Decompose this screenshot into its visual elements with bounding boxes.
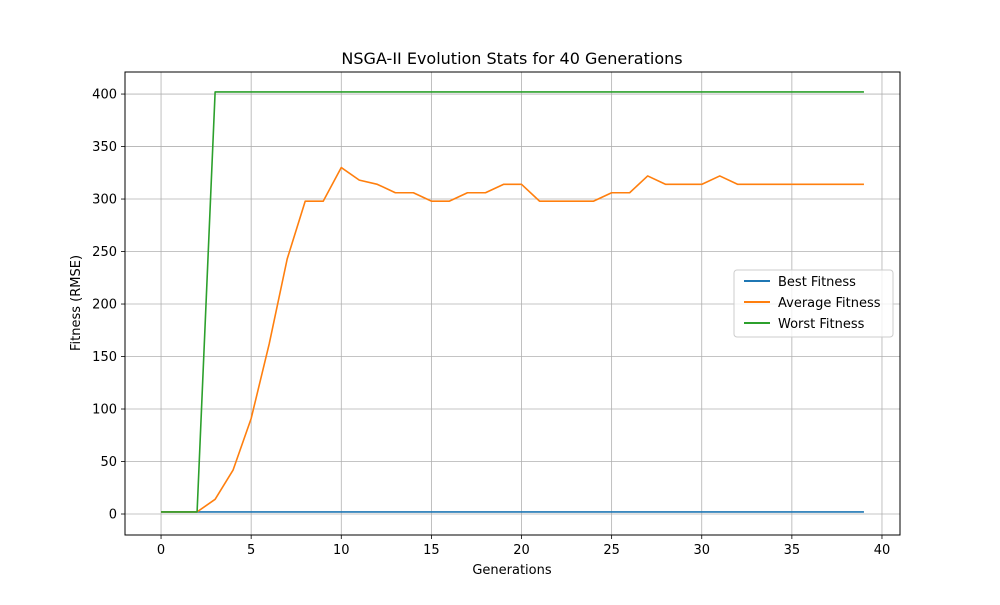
chart-title: NSGA-II Evolution Stats for 40 Generatio…: [341, 49, 682, 68]
y-tick-label: 150: [92, 350, 117, 365]
series-line-worst-fitness: [161, 91, 864, 513]
x-tick-label: 30: [693, 543, 710, 558]
x-tick-label: 40: [874, 543, 891, 558]
plot-frame: [124, 71, 901, 536]
y-tick-label: 250: [92, 245, 117, 260]
x-axis-ticks: 0 5 10 15 20 25 30 35 40: [157, 535, 890, 558]
x-tick-label: 0: [157, 543, 165, 558]
legend-label-best: Best Fitness: [778, 275, 856, 290]
legend-label-worst: Worst Fitness: [778, 317, 865, 332]
x-tick-label: 10: [333, 543, 350, 558]
y-tick-label: 200: [92, 298, 117, 313]
legend-label-average: Average Fitness: [778, 296, 881, 311]
x-tick-label: 15: [423, 543, 440, 558]
x-tick-label: 20: [513, 543, 530, 558]
series-lines: [161, 91, 864, 513]
y-tick-label: 50: [100, 455, 117, 470]
grid: [125, 72, 900, 535]
y-tick-label: 400: [92, 88, 117, 103]
y-tick-label: 100: [92, 403, 117, 418]
y-axis-label: Fitness (RMSE): [69, 255, 84, 351]
x-tick-label: 25: [603, 543, 620, 558]
y-tick-label: 0: [109, 508, 117, 523]
y-tick-label: 300: [92, 193, 117, 208]
x-tick-label: 35: [784, 543, 801, 558]
y-tick-label: 350: [92, 140, 117, 155]
x-axis-label: Generations: [472, 563, 552, 578]
x-tick-label: 5: [247, 543, 255, 558]
legend-box: [733, 269, 894, 338]
y-axis-ticks: 0 50 100 150 200 250 300 350 400: [92, 88, 125, 523]
legend: Best Fitness Average Fitness Worst Fitne…: [733, 269, 894, 338]
series-line-average-fitness: [161, 166, 864, 513]
